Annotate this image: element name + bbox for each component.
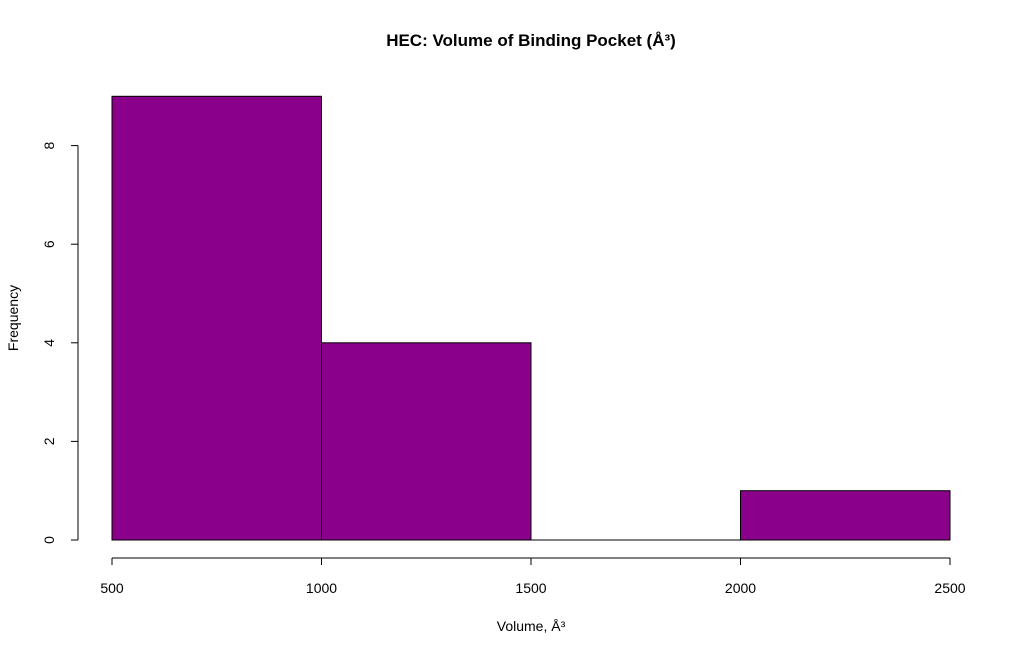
bars-group — [111, 95, 951, 541]
x-tick-label: 1500 — [515, 580, 546, 596]
histogram-bar-1000-1500 — [321, 342, 532, 541]
x-tick-label: 2500 — [934, 580, 965, 596]
y-tick-label: 6 — [41, 240, 57, 248]
x-tick-label: 2000 — [725, 580, 756, 596]
histogram-bar-500-1000 — [111, 95, 322, 541]
y-axis: 0 2 4 6 8 — [41, 141, 79, 544]
chart-title: HEC: Volume of Binding Pocket (Å³) — [386, 31, 676, 50]
x-axis: 500 1000 1500 2000 2500 — [100, 557, 966, 596]
y-tick-label: 2 — [41, 437, 57, 445]
y-tick-label: 4 — [41, 339, 57, 347]
x-axis-label: Volume, Å³ — [497, 618, 566, 634]
x-tick-label: 500 — [100, 580, 124, 596]
y-tick-label: 8 — [41, 141, 57, 149]
histogram-bar-2000-2500 — [740, 490, 951, 541]
x-tick-label: 1000 — [306, 580, 337, 596]
y-axis-label: Frequency — [5, 285, 21, 351]
y-tick-label: 0 — [41, 536, 57, 544]
